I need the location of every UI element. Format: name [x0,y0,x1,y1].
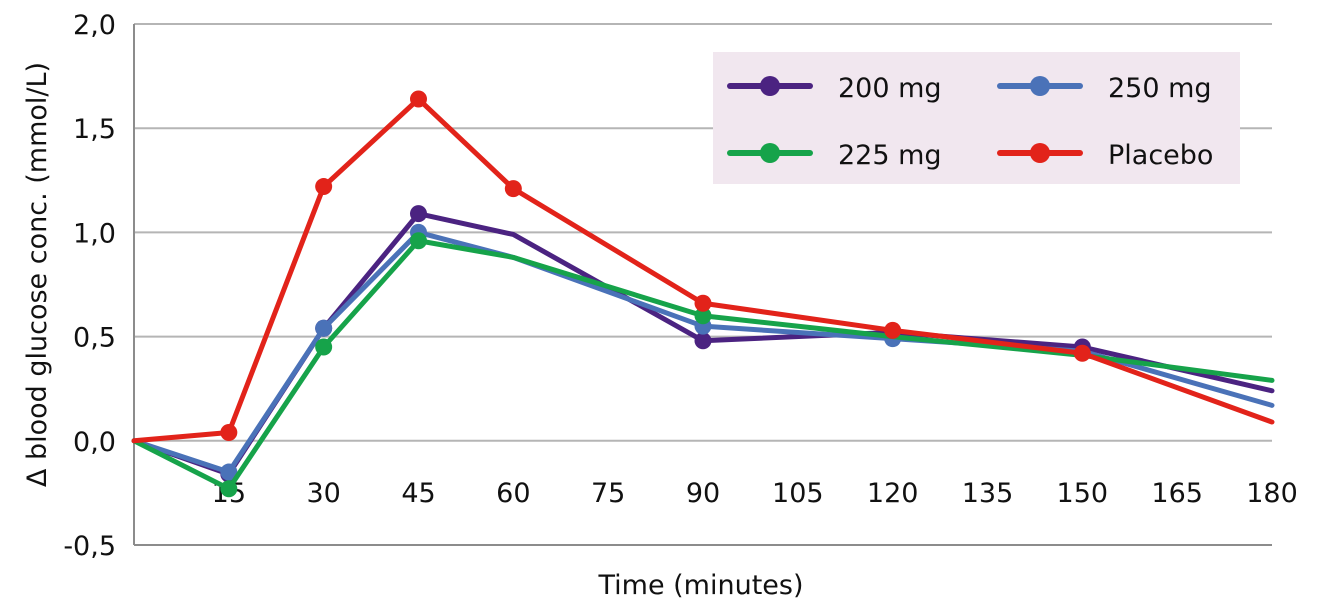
legend-label: 250 mg [1108,73,1212,104]
axes [133,24,1272,546]
data-point [410,205,427,223]
x-tick-label: 120 [867,478,919,509]
data-point [410,232,427,250]
y-axis-title: Δ blood glucose conc. (mmol/L) [22,62,53,487]
data-point [1073,344,1091,362]
data-point [504,180,522,198]
data-point [694,332,712,350]
x-tick-label: 165 [1151,478,1203,509]
y-tick-label: 2,0 [73,10,116,41]
legend-label: 200 mg [838,73,942,104]
series-line [131,238,1275,492]
x-tick-label: 105 [772,478,824,509]
y-tick-label: 0,5 [73,323,116,354]
x-tick-label: 30 [306,478,340,509]
y-tick-label: 1,0 [73,218,116,249]
x-tick-label: 75 [591,478,625,509]
x-tick-label: 150 [1057,478,1109,509]
legend-label: 225 mg [838,140,942,171]
x-tick-label: 45 [401,478,435,509]
legend-swatch-marker [760,76,780,96]
data-point [315,319,333,337]
y-tick-label: 1,5 [73,114,116,145]
x-tick-labels: 153045607590105120135150165180 [212,478,1298,509]
x-tick-label: 135 [962,478,1014,509]
data-point [315,338,333,356]
legend-item: Placebo [997,140,1213,171]
data-point [315,178,333,196]
data-point [220,423,238,441]
data-point [220,480,238,498]
x-tick-label: 180 [1246,478,1298,509]
y-tick-label: -0,5 [63,531,116,562]
y-tick-label: 0,0 [73,427,116,458]
x-tick-label: 60 [496,478,530,509]
data-point [410,90,427,108]
x-axis-title: Time (minutes) [597,570,803,601]
legend-label: Placebo [1108,140,1213,171]
legend-swatch-marker [1030,76,1050,96]
data-point [694,307,712,325]
data-point [220,463,238,481]
y-tick-labels: -0,5 0,0 0,5 1,0 1,5 2,0 [63,10,116,562]
legend-item: 200 mg [727,73,942,104]
data-point [694,294,712,312]
legend: 200 mg 250 mg 225 mg Placebo [713,52,1240,184]
legend-background [713,52,1240,184]
legend-swatch-marker [1030,143,1050,163]
series-placebo [131,90,1275,444]
legend-item: 250 mg [997,73,1212,104]
legend-swatch-marker [760,143,780,163]
series-225-mg [131,232,1275,498]
data-point [884,321,902,339]
series-lines [131,90,1275,498]
legend-item: 225 mg [727,140,942,171]
x-tick-label: 90 [686,478,720,509]
